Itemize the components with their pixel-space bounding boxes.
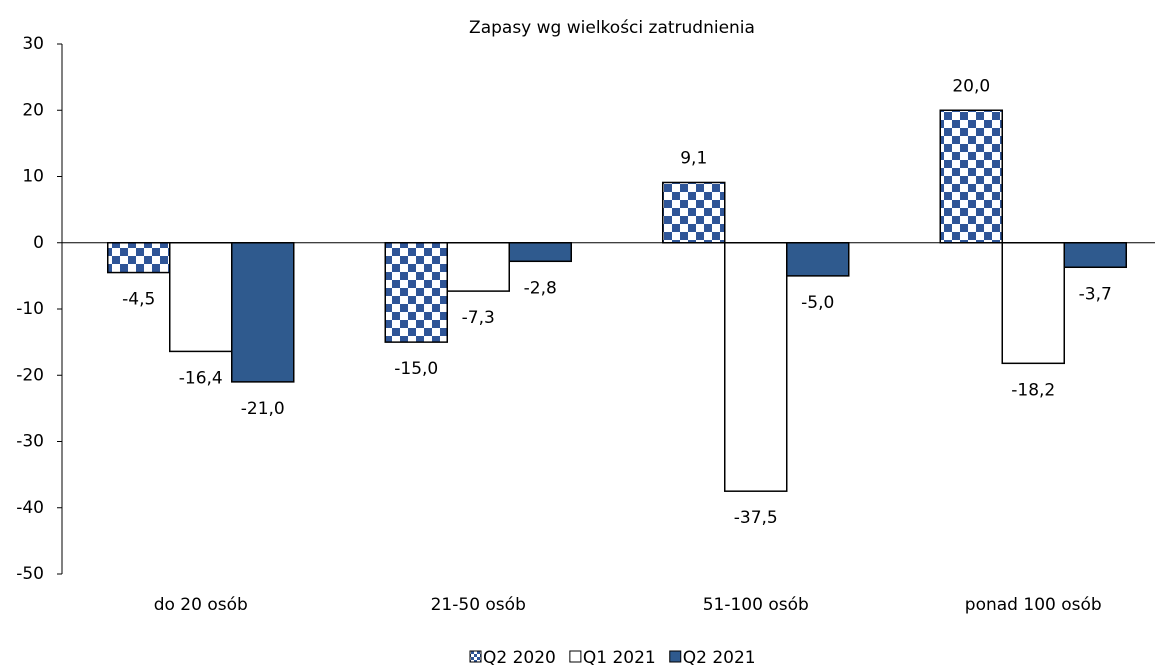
chart-title: Zapasy wg wielkości zatrudnienia (469, 18, 755, 38)
y-tick-label: -30 (16, 432, 44, 452)
bar (939, 109, 1003, 244)
value-label: -37,5 (734, 508, 778, 528)
value-label: -2,8 (524, 278, 557, 298)
y-tick-label: 20 (22, 100, 44, 120)
bar (786, 242, 850, 277)
value-label: -7,3 (462, 308, 495, 328)
x-tick-label: 21-50 osób (431, 595, 526, 615)
bar (384, 242, 448, 343)
bar (107, 242, 171, 274)
value-label: -15,0 (394, 359, 438, 379)
value-label: -4,5 (122, 290, 155, 310)
value-label: -21,0 (241, 399, 285, 419)
bar (1001, 242, 1065, 365)
y-tick-label: 0 (33, 233, 44, 253)
x-tick-label: ponad 100 osób (965, 595, 1102, 615)
value-label: -18,2 (1011, 380, 1055, 400)
x-tick-label: 51-100 osób (703, 595, 809, 615)
bar (231, 242, 295, 383)
legend-label: Q2 2021 (683, 648, 756, 668)
legend-swatch (669, 650, 682, 663)
bar (508, 242, 572, 263)
y-tick-label: 30 (22, 34, 44, 54)
y-tick-label: -40 (16, 498, 44, 518)
x-tick-label: do 20 osób (154, 595, 248, 615)
y-tick-label: -10 (16, 299, 44, 319)
value-label: 9,1 (680, 148, 707, 168)
legend-swatch (569, 650, 582, 663)
value-label: -16,4 (179, 368, 223, 388)
value-label: -5,0 (801, 293, 834, 313)
y-tick-label: -50 (16, 564, 44, 584)
legend-label: Q1 2021 (583, 648, 656, 668)
legend-swatch (469, 650, 482, 663)
bar (1063, 242, 1127, 269)
value-label: 20,0 (952, 76, 990, 96)
legend-label: Q2 2020 (483, 648, 556, 668)
bar (169, 242, 233, 353)
value-label: -3,7 (1079, 284, 1112, 304)
bar (724, 242, 788, 492)
bar (446, 242, 510, 292)
bar (662, 181, 726, 244)
y-tick-label: 10 (22, 167, 44, 187)
y-tick-label: -20 (16, 365, 44, 385)
